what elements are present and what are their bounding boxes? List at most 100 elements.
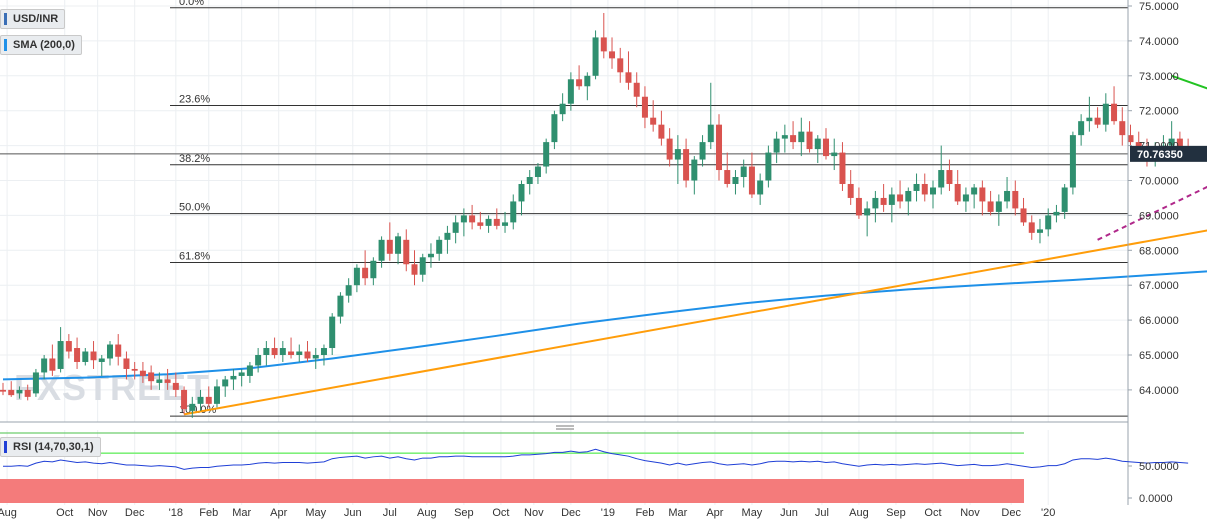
candle-body [897, 194, 904, 202]
candle-body [362, 267, 369, 279]
candle-body [444, 232, 451, 240]
x-tick-label: '20 [1041, 507, 1055, 519]
candle-body [864, 208, 871, 216]
x-tick-label: May [742, 507, 763, 519]
candle-body [773, 138, 780, 153]
candle-body [526, 177, 533, 184]
candle-body [567, 79, 574, 104]
candle-body [90, 351, 97, 361]
sma-tag[interactable]: SMA (200,0) [0, 35, 82, 55]
candle-body [740, 166, 747, 178]
candle-body [172, 382, 179, 390]
candle-body [403, 239, 410, 265]
candle-body [460, 215, 467, 223]
candle-body [57, 341, 64, 369]
fib-label: 61.8% [179, 251, 210, 263]
candle-body [765, 152, 772, 181]
x-tick-label: '18 [169, 507, 183, 519]
candle-body [790, 135, 797, 143]
candle-body [49, 358, 56, 371]
last-price-badge: 70.76350 [1130, 145, 1207, 162]
candle-body [962, 194, 969, 202]
candle-body [378, 239, 385, 261]
candle-body [436, 239, 443, 254]
candle-body [1119, 121, 1126, 136]
candle-body [872, 197, 879, 209]
candle-body [8, 389, 15, 396]
candle-body [707, 124, 714, 143]
price-tick-label: 68.0000 [1139, 245, 1179, 257]
candle-body [320, 348, 327, 355]
candle-body [493, 218, 500, 226]
candle-body [757, 180, 764, 195]
candle-body [304, 351, 311, 359]
candle-body [279, 348, 286, 355]
fib-label: 0.0% [179, 0, 204, 8]
last-price-box [1130, 145, 1207, 162]
candle-body [337, 295, 344, 317]
candle-body [246, 365, 253, 376]
candle-body [510, 201, 517, 223]
candle-body [74, 348, 81, 362]
x-tick-label: Apr [706, 507, 723, 519]
candle-body [0, 389, 6, 392]
candle-body [1127, 135, 1134, 143]
candle-body [1086, 117, 1093, 122]
candle-body [1053, 211, 1060, 216]
rsi-tag[interactable]: RSI (14,70,30,1) [0, 437, 101, 457]
candle-body [502, 222, 509, 226]
candle-body [271, 348, 278, 355]
candle-body [230, 375, 237, 380]
candle-body [839, 152, 846, 184]
candle-body [263, 348, 270, 355]
candle-body [1004, 190, 1011, 202]
candle-body [641, 96, 648, 118]
candle-body [255, 355, 262, 366]
candle-body [353, 267, 360, 286]
x-tick-label: Sep [886, 507, 906, 519]
candle-body [386, 239, 393, 254]
candle-body [469, 215, 476, 223]
candle-body [650, 117, 657, 125]
candle-body [847, 183, 854, 198]
candle-body [1045, 215, 1052, 230]
x-tick-label: Aug [0, 507, 17, 519]
candle-body [543, 142, 550, 167]
candle-body [855, 197, 862, 216]
price-tick-label: 70.0000 [1139, 176, 1179, 188]
rsi-overbought-zone [0, 452, 1024, 454]
candle-body [205, 396, 212, 404]
candle-body [716, 124, 723, 171]
fib-label: 23.6% [179, 93, 210, 105]
price-tick-label: 64.0000 [1139, 385, 1179, 397]
candle-body [1028, 222, 1035, 233]
x-tick-label: May [305, 507, 326, 519]
candle-body [551, 114, 558, 143]
candle-body [913, 183, 920, 191]
candle-body [576, 79, 583, 87]
candle-body [938, 170, 945, 188]
candle-body [633, 82, 640, 97]
candle-body [65, 341, 72, 352]
candle-body [156, 379, 163, 383]
x-tick-label: Nov [88, 507, 108, 519]
x-tick-label: Nov [960, 507, 980, 519]
candle-body [880, 197, 887, 205]
candle-body [1094, 117, 1101, 125]
x-tick-label: Jun [780, 507, 798, 519]
rsi-tick-label: 50.0000 [1139, 461, 1179, 473]
fib-label: 50.0% [179, 202, 210, 214]
candle-body [164, 379, 171, 383]
symbol-tag[interactable]: USD/INR [0, 9, 66, 29]
candle-body [148, 372, 155, 382]
x-tick-label: Mar [232, 507, 251, 519]
x-tick-label: Feb [635, 507, 654, 519]
candle-body [288, 351, 295, 355]
x-tick-label: Aug [417, 507, 437, 519]
x-tick-label: Dec [561, 507, 581, 519]
symbol-swatch [4, 13, 7, 25]
candle-body [995, 201, 1002, 212]
candle-body [370, 260, 377, 279]
x-tick-label: Jul [383, 507, 397, 519]
